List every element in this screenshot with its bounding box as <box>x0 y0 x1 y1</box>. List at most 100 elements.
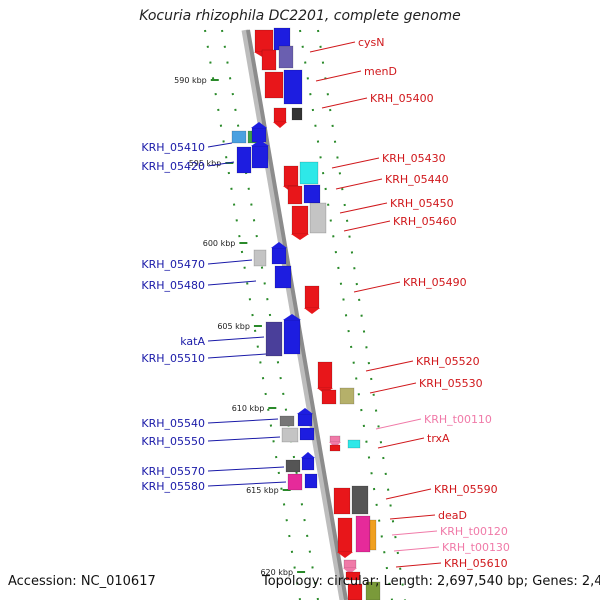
label-leader-line <box>321 97 368 109</box>
gene-feature <box>279 415 295 427</box>
gene-label: KRH_05580 <box>141 480 205 493</box>
gene-feature <box>251 127 267 143</box>
gene-label: KRH_05490 <box>403 276 467 289</box>
gene-label: KRH_05540 <box>141 417 205 430</box>
label-leader-line <box>207 161 235 167</box>
label-leader-line <box>207 353 267 359</box>
gene-label: KRH_05480 <box>141 279 205 292</box>
gene-feature <box>274 265 292 289</box>
gene-arrowhead <box>301 452 315 458</box>
label-leader-line <box>385 488 432 500</box>
gene-arrowhead <box>291 234 309 240</box>
gene-feature <box>317 361 333 389</box>
gene-feature <box>283 69 303 105</box>
gene-label: KRH_05430 <box>382 152 446 165</box>
label-leader-line <box>331 157 380 169</box>
gene-feature <box>291 107 303 121</box>
gene-label: KRH_05550 <box>141 435 205 448</box>
gene-feature <box>333 487 351 515</box>
gene-feature <box>343 559 357 569</box>
gene-feature <box>261 49 277 71</box>
label-leader-line <box>207 418 279 424</box>
scale-tick-label: 600 kbp <box>203 239 236 248</box>
gene-label: deaD <box>438 509 467 522</box>
gene-label: cysN <box>358 36 385 49</box>
gene-feature <box>297 413 313 427</box>
scale-tick-label: 605 kbp <box>217 322 250 331</box>
gene-label: trxA <box>427 432 450 445</box>
gene-feature <box>291 205 309 235</box>
gene-feature <box>309 202 327 234</box>
scale-tick-label: 610 kbp <box>232 404 265 413</box>
label-leader-line <box>353 281 401 293</box>
scale-tick-label: 615 kbp <box>246 486 279 495</box>
label-leader-line <box>207 259 253 265</box>
gene-feature <box>304 285 320 309</box>
gene-feature <box>299 161 319 185</box>
gene-feature <box>369 519 377 551</box>
gene-feature <box>329 444 341 452</box>
gene-label: KRH_05510 <box>141 352 205 365</box>
label-leader-line <box>207 466 285 472</box>
label-leader-line <box>375 418 422 430</box>
gene-label: KRH_05610 <box>444 557 508 570</box>
gene-feature <box>347 439 361 449</box>
gene-label: KRH_t00110 <box>424 413 492 426</box>
gene-label: KRH_05440 <box>385 173 449 186</box>
gene-feature <box>351 485 369 515</box>
gene-feature <box>337 517 353 553</box>
gene-feature <box>345 571 361 581</box>
gene-feature <box>271 247 287 265</box>
gene-feature <box>253 249 267 267</box>
accession-text: Accession: NC_010617 <box>8 574 156 589</box>
gene-feature <box>287 185 303 205</box>
label-leader-line <box>343 220 391 232</box>
label-leader-line <box>335 178 383 190</box>
gene-label: KRH_05570 <box>141 465 205 478</box>
gene-label: KRH_05410 <box>141 141 205 154</box>
label-leader-line <box>207 336 265 342</box>
gene-feature <box>265 321 283 357</box>
label-leader-line <box>207 142 233 148</box>
label-leader-line <box>207 280 257 286</box>
gene-feature <box>254 29 274 53</box>
gene-arrowhead <box>304 308 320 314</box>
gene-feature <box>321 389 337 405</box>
gene-feature <box>278 45 294 69</box>
topology-summary: Topology: circular; Length: 2,697,540 bp… <box>262 574 600 589</box>
gene-arrowhead <box>343 568 357 574</box>
gene-feature <box>251 145 269 169</box>
gene-feature <box>231 130 247 144</box>
label-leader-line <box>365 360 414 372</box>
gene-label: KRH_05400 <box>370 92 434 105</box>
gene-feature <box>283 319 301 355</box>
gene-feature <box>285 459 301 473</box>
gene-label: KRH_t00130 <box>442 541 510 554</box>
gene-feature <box>264 71 284 99</box>
gene-feature <box>339 387 355 405</box>
gene-feature <box>355 515 371 553</box>
gene-label: KRH_05450 <box>390 197 454 210</box>
gene-arrowhead <box>297 408 313 414</box>
label-leader-line <box>315 70 362 82</box>
gene-label: katA <box>180 335 205 348</box>
genome-backbone <box>246 29 348 600</box>
gene-feature <box>281 427 299 443</box>
gene-label: KRH_05460 <box>393 215 457 228</box>
guide-ring-outer-right <box>317 29 406 600</box>
gene-feature <box>273 107 287 123</box>
gene-label: KRH_05420 <box>141 160 205 173</box>
label-leader-line <box>389 514 436 520</box>
gene-label: menD <box>364 65 397 78</box>
gene-arrowhead <box>271 242 287 248</box>
guide-ring-inner-left <box>221 29 319 600</box>
label-leader-line <box>207 481 287 487</box>
guide-ring-inner-right <box>299 29 393 600</box>
gene-arrowhead <box>251 140 269 146</box>
gene-arrowhead <box>337 552 353 558</box>
gene-label: KRH_05590 <box>434 483 498 496</box>
scale-tick-label: 595 kbp <box>189 159 222 168</box>
gene-label: KRH_t00120 <box>440 525 508 538</box>
gene-feature <box>329 435 341 443</box>
gene-feature <box>299 427 315 441</box>
